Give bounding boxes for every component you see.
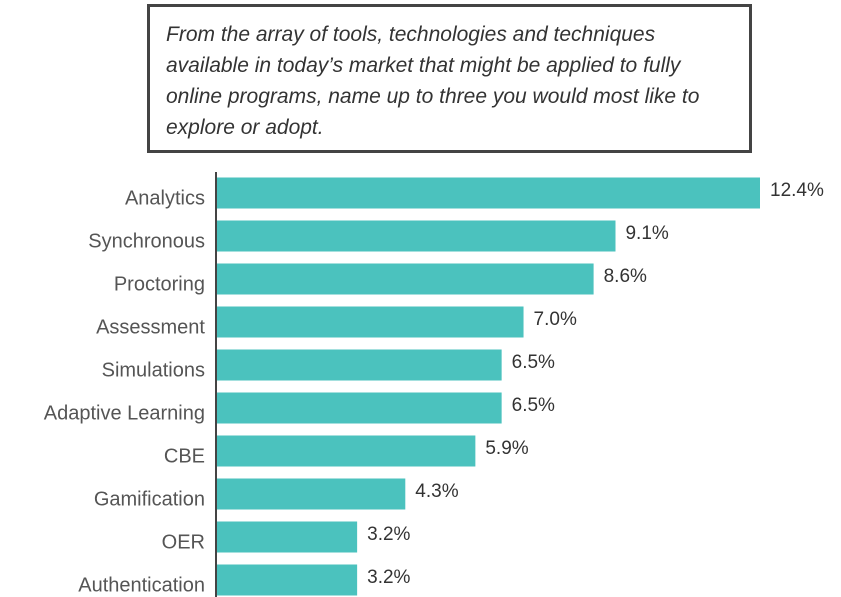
value-label: 9.1% bbox=[625, 223, 668, 244]
category-label: Synchronous bbox=[88, 230, 205, 252]
value-label: 5.9% bbox=[485, 438, 528, 459]
bar bbox=[217, 177, 760, 209]
bar bbox=[217, 564, 358, 596]
category-label: Adaptive Learning bbox=[44, 402, 205, 424]
bar bbox=[217, 435, 476, 467]
category-label: Simulations bbox=[102, 359, 205, 381]
category-label: OER bbox=[162, 531, 205, 553]
category-label: Analytics bbox=[125, 187, 205, 209]
bar bbox=[217, 349, 502, 381]
category-label: Authentication bbox=[78, 574, 205, 596]
value-label: 3.2% bbox=[367, 567, 410, 588]
bar bbox=[217, 392, 502, 424]
value-label: 6.5% bbox=[512, 352, 555, 373]
category-label: Gamification bbox=[94, 488, 205, 510]
value-label: 7.0% bbox=[534, 309, 577, 330]
bar bbox=[217, 220, 616, 252]
value-label: 8.6% bbox=[604, 266, 647, 287]
value-label: 4.3% bbox=[415, 481, 458, 502]
bar bbox=[217, 263, 594, 295]
value-label: 3.2% bbox=[367, 524, 410, 545]
chart-title: From the array of tools, technologies an… bbox=[147, 4, 752, 153]
category-label: CBE bbox=[164, 445, 205, 467]
value-label: 6.5% bbox=[512, 395, 555, 416]
bar bbox=[217, 306, 524, 338]
category-label: Assessment bbox=[96, 316, 205, 338]
bar bbox=[217, 478, 406, 510]
category-label: Proctoring bbox=[114, 273, 205, 295]
value-label: 12.4% bbox=[770, 180, 824, 201]
bar bbox=[217, 521, 358, 553]
